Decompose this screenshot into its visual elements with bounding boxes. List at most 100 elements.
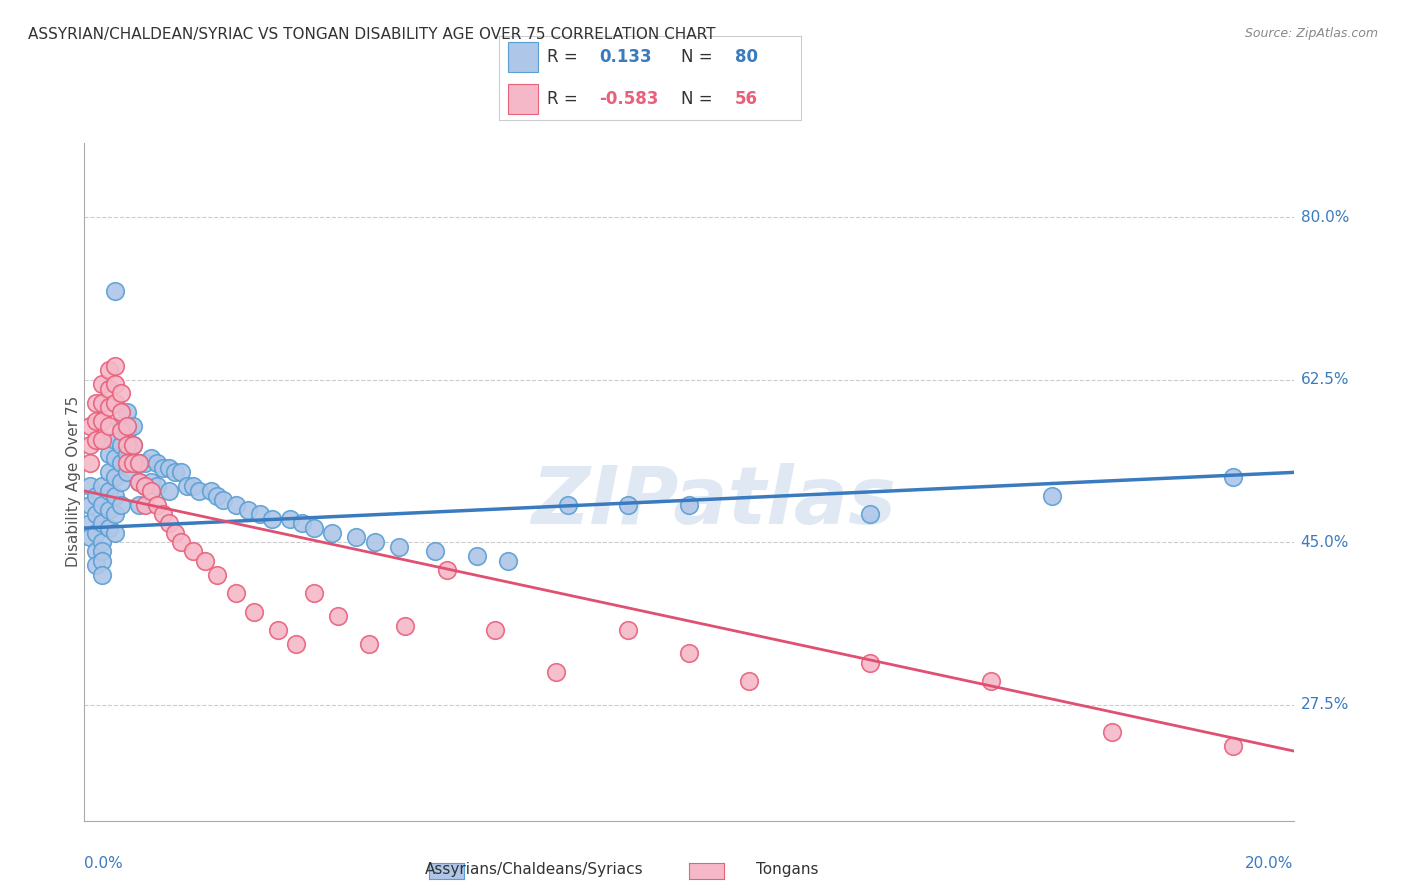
Point	[617, 498, 640, 512]
Point	[260, 512, 283, 526]
Point	[97, 521, 120, 535]
Text: 0.0%: 0.0%	[84, 856, 124, 871]
Text: R =: R =	[547, 90, 578, 108]
Text: 80: 80	[735, 48, 758, 66]
Point	[86, 414, 108, 428]
Point	[97, 502, 120, 516]
Point	[225, 586, 247, 600]
Point	[86, 525, 108, 540]
Point	[121, 456, 143, 470]
Point	[146, 456, 169, 470]
Text: Source: ZipAtlas.com: Source: ZipAtlas.com	[1244, 27, 1378, 40]
Text: ASSYRIAN/CHALDEAN/SYRIAC VS TONGAN DISABILITY AGE OVER 75 CORRELATION CHART: ASSYRIAN/CHALDEAN/SYRIAC VS TONGAN DISAB…	[28, 27, 716, 42]
Text: N =: N =	[681, 90, 711, 108]
Point	[104, 377, 127, 392]
Point	[357, 637, 380, 651]
Point	[678, 498, 700, 512]
Point	[104, 359, 127, 373]
Point	[115, 419, 138, 434]
Point	[617, 624, 640, 638]
Point	[134, 479, 156, 493]
Point	[110, 386, 132, 401]
Point	[91, 479, 114, 493]
Point	[104, 470, 127, 484]
Point	[157, 460, 180, 475]
Point	[104, 433, 127, 447]
Text: 0.133: 0.133	[599, 48, 651, 66]
Point	[128, 456, 150, 470]
Point	[207, 567, 229, 582]
Point	[79, 456, 101, 470]
Text: 62.5%: 62.5%	[1301, 372, 1348, 387]
Point	[110, 456, 132, 470]
Point	[200, 483, 222, 498]
Point	[128, 475, 150, 489]
Point	[104, 525, 127, 540]
Text: Tongans: Tongans	[756, 863, 818, 877]
Point	[146, 479, 169, 493]
Point	[181, 479, 204, 493]
Point	[97, 466, 120, 480]
Point	[188, 483, 211, 498]
Text: R =: R =	[547, 48, 578, 66]
Text: 56: 56	[735, 90, 758, 108]
Point	[423, 544, 446, 558]
Y-axis label: Disability Age Over 75: Disability Age Over 75	[66, 396, 80, 567]
Point	[859, 507, 882, 521]
Text: 80.0%: 80.0%	[1301, 210, 1348, 225]
Point	[436, 563, 458, 577]
Bar	[508, 84, 538, 113]
Text: 20.0%: 20.0%	[1246, 856, 1294, 871]
Point	[176, 479, 198, 493]
Point	[121, 437, 143, 451]
Point	[278, 512, 301, 526]
Point	[115, 405, 138, 419]
Point	[104, 507, 127, 521]
Point	[97, 447, 120, 461]
Point	[302, 521, 325, 535]
Text: N =: N =	[681, 48, 711, 66]
Point	[86, 507, 108, 521]
Point	[97, 483, 120, 498]
Point	[467, 549, 489, 563]
Point	[97, 363, 120, 377]
Point	[1222, 470, 1244, 484]
Point	[86, 558, 108, 573]
Point	[91, 396, 114, 410]
Point	[194, 553, 217, 567]
Point	[236, 502, 259, 516]
Point	[79, 498, 101, 512]
Point	[86, 433, 108, 447]
Point	[328, 609, 350, 624]
Point	[97, 419, 120, 434]
Point	[157, 483, 180, 498]
Point	[79, 419, 101, 434]
Point	[134, 456, 156, 470]
Text: Assyrians/Chaldeans/Syriacs: Assyrians/Chaldeans/Syriacs	[425, 863, 644, 877]
Point	[128, 498, 150, 512]
Point	[496, 553, 519, 567]
Point	[152, 507, 174, 521]
Point	[91, 414, 114, 428]
Point	[321, 525, 343, 540]
Point	[128, 475, 150, 489]
Text: ZIPatlas: ZIPatlas	[530, 463, 896, 541]
Point	[980, 674, 1002, 689]
Point	[115, 456, 138, 470]
Point	[110, 424, 132, 438]
Point	[302, 586, 325, 600]
Point	[121, 419, 143, 434]
Point	[346, 530, 368, 544]
Point	[394, 618, 416, 632]
Point	[1101, 725, 1123, 739]
Point	[1222, 739, 1244, 754]
Point	[91, 535, 114, 549]
Point	[363, 535, 385, 549]
Point	[139, 483, 162, 498]
Point	[163, 525, 186, 540]
Bar	[508, 43, 538, 72]
Point	[146, 498, 169, 512]
Point	[115, 466, 138, 480]
Point	[115, 437, 138, 451]
Point	[249, 507, 271, 521]
